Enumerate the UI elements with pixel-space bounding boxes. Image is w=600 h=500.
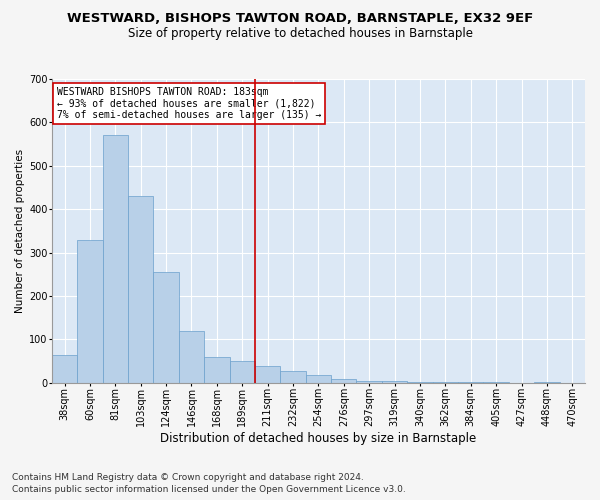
Bar — [103, 136, 128, 383]
Bar — [280, 370, 306, 383]
Bar — [433, 382, 458, 383]
Text: WESTWARD, BISHOPS TAWTON ROAD, BARNSTAPLE, EX32 9EF: WESTWARD, BISHOPS TAWTON ROAD, BARNSTAPL… — [67, 12, 533, 26]
Bar — [154, 272, 179, 383]
Text: Size of property relative to detached houses in Barnstaple: Size of property relative to detached ho… — [128, 28, 473, 40]
Bar — [52, 354, 77, 383]
Bar — [331, 378, 356, 383]
Text: WESTWARD BISHOPS TAWTON ROAD: 183sqm
← 93% of detached houses are smaller (1,822: WESTWARD BISHOPS TAWTON ROAD: 183sqm ← 9… — [57, 86, 322, 120]
Bar — [407, 382, 433, 383]
Bar — [306, 375, 331, 383]
Bar — [230, 361, 255, 383]
Bar — [204, 357, 230, 383]
Bar — [382, 381, 407, 383]
Bar — [179, 331, 204, 383]
Bar — [128, 196, 154, 383]
Text: Contains public sector information licensed under the Open Government Licence v3: Contains public sector information licen… — [12, 485, 406, 494]
Bar — [356, 380, 382, 383]
Text: Contains HM Land Registry data © Crown copyright and database right 2024.: Contains HM Land Registry data © Crown c… — [12, 472, 364, 482]
Bar — [255, 366, 280, 383]
X-axis label: Distribution of detached houses by size in Barnstaple: Distribution of detached houses by size … — [160, 432, 476, 445]
Bar — [77, 240, 103, 383]
Y-axis label: Number of detached properties: Number of detached properties — [15, 149, 25, 313]
